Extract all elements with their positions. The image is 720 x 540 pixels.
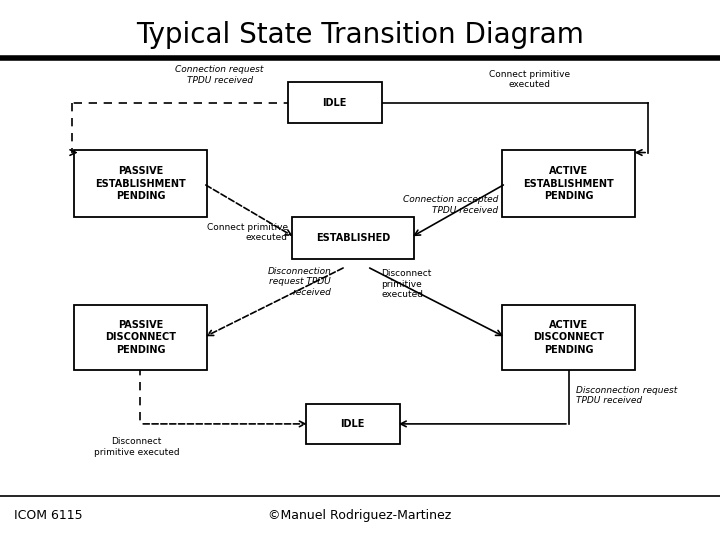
FancyBboxPatch shape: [503, 305, 636, 370]
Text: Disconnection
request TPDU
received: Disconnection request TPDU received: [267, 267, 331, 296]
Text: IDLE: IDLE: [323, 98, 347, 107]
Text: ICOM 6115: ICOM 6115: [14, 509, 83, 522]
Text: IDLE: IDLE: [341, 419, 365, 429]
Text: ACTIVE
ESTABLISHMENT
PENDING: ACTIVE ESTABLISHMENT PENDING: [523, 166, 614, 201]
Text: Connection accepted
TPDU received: Connection accepted TPDU received: [403, 195, 498, 215]
Text: Connect primitive
executed: Connect primitive executed: [207, 222, 288, 242]
Text: PASSIVE
ESTABLISHMENT
PENDING: PASSIVE ESTABLISHMENT PENDING: [95, 166, 186, 201]
FancyBboxPatch shape: [288, 82, 382, 123]
Text: Typical State Transition Diagram: Typical State Transition Diagram: [136, 21, 584, 49]
Text: Disconnect
primitive executed: Disconnect primitive executed: [94, 437, 179, 457]
Text: Connect primitive
executed: Connect primitive executed: [489, 70, 570, 89]
FancyBboxPatch shape: [503, 150, 636, 217]
Text: ACTIVE
DISCONNECT
PENDING: ACTIVE DISCONNECT PENDING: [534, 320, 604, 355]
Text: ©Manuel Rodriguez-Martinez: ©Manuel Rodriguez-Martinez: [269, 509, 451, 522]
Text: Disconnect
primitive
executed: Disconnect primitive executed: [382, 269, 432, 299]
FancyBboxPatch shape: [74, 305, 207, 370]
Text: Disconnection request
TPDU received: Disconnection request TPDU received: [576, 386, 678, 405]
FancyBboxPatch shape: [292, 217, 414, 259]
FancyBboxPatch shape: [74, 150, 207, 217]
Text: Connection request
TPDU received: Connection request TPDU received: [176, 65, 264, 85]
Text: PASSIVE
DISCONNECT
PENDING: PASSIVE DISCONNECT PENDING: [105, 320, 176, 355]
Text: ESTABLISHED: ESTABLISHED: [315, 233, 390, 242]
FancyBboxPatch shape: [306, 404, 400, 444]
